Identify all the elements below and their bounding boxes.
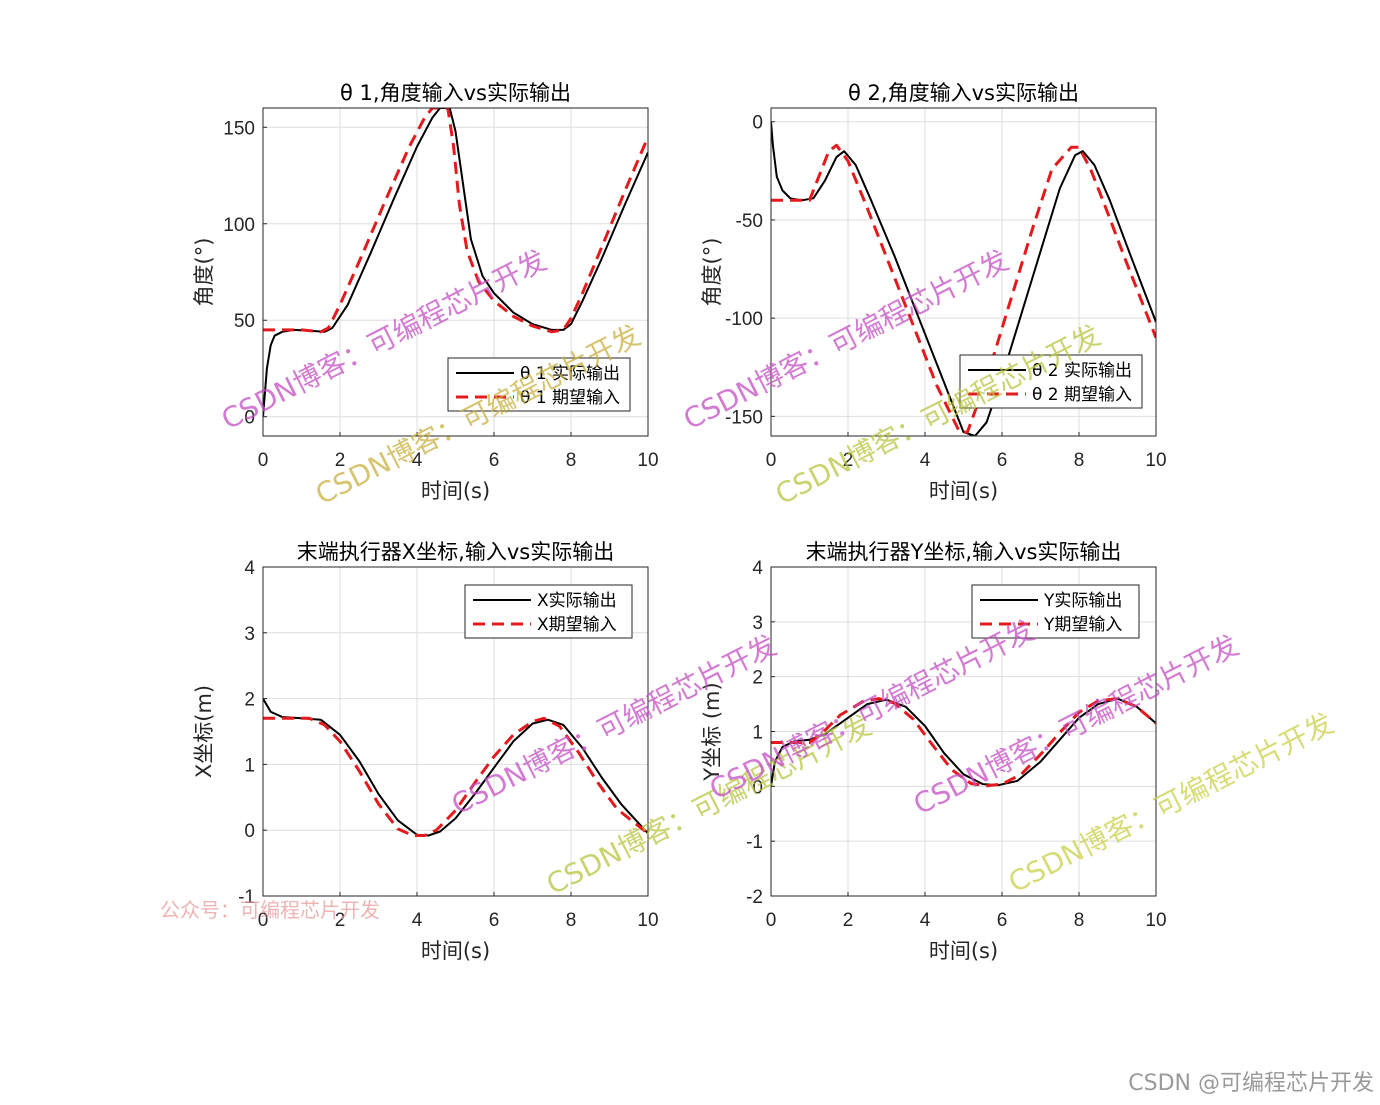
y-tick-label: 0 xyxy=(752,777,763,798)
y-tick-label: -1 xyxy=(238,887,255,908)
legend-box xyxy=(464,584,633,639)
x-axis-label: 时间(s) xyxy=(421,939,490,963)
y-tick-label: 3 xyxy=(244,624,255,645)
y-tick-label: -100 xyxy=(725,309,763,330)
y-tick-label: 3 xyxy=(752,613,763,634)
x-tick-label: 2 xyxy=(843,450,854,471)
legend: Y实际输出 Y期望输入 xyxy=(971,584,1140,639)
chart-title: 末端执行器X坐标,输入vs实际输出 xyxy=(297,540,614,564)
series-line-expected xyxy=(771,143,1156,434)
y-tick-label: -1 xyxy=(746,832,763,853)
y-tick-label: 1 xyxy=(244,755,255,776)
legend-label: Y实际输出 xyxy=(1043,591,1122,611)
y-tick-label: -150 xyxy=(725,407,763,428)
y-tick-label: 150 xyxy=(223,118,255,139)
y-axis-label: Y坐标 (m) xyxy=(700,682,724,781)
x-tick-label: 8 xyxy=(566,450,577,471)
series-line-actual xyxy=(771,697,1156,787)
y-tick-label: 100 xyxy=(223,215,255,236)
x-tick-label: 10 xyxy=(637,910,658,931)
legend-label: θ 2 实际输出 xyxy=(1032,361,1132,381)
legend-label: Y期望输入 xyxy=(1043,615,1122,635)
x-axis-label: 时间(s) xyxy=(929,479,998,503)
y-tick-label: -2 xyxy=(746,887,763,908)
y-tick-label: 50 xyxy=(234,311,255,332)
x-axis-label: 时间(s) xyxy=(421,479,490,503)
y-tick-label: 1 xyxy=(752,723,763,744)
series-line-expected xyxy=(263,108,648,334)
series-line-actual xyxy=(263,698,648,837)
chart-title: θ 1,角度输入vs实际输出 xyxy=(340,81,571,105)
legend: θ 1 实际输出 θ 1 期望输入 xyxy=(447,357,631,412)
series-line-expected xyxy=(263,716,648,837)
x-tick-label: 2 xyxy=(335,450,346,471)
x-tick-label: 6 xyxy=(997,910,1008,931)
chart-title: 末端执行器Y坐标,输入vs实际输出 xyxy=(806,540,1122,564)
y-tick-label: 4 xyxy=(752,558,763,579)
y-tick-label: 2 xyxy=(244,690,255,711)
y-tick-label: 0 xyxy=(244,821,255,842)
x-tick-label: 6 xyxy=(489,450,500,471)
y-axis-label: X坐标(m) xyxy=(192,685,216,778)
x-tick-label: 0 xyxy=(258,910,269,931)
legend-box xyxy=(959,354,1143,409)
legend: θ 2 实际输出 θ 2 期望输入 xyxy=(959,354,1143,409)
legend-label: θ 1 期望输入 xyxy=(520,388,620,408)
legend-label: θ 2 期望输入 xyxy=(1032,385,1132,405)
y-axis-label: 角度(°) xyxy=(192,238,216,307)
legend-label: X期望输入 xyxy=(537,615,617,635)
legend-label: X实际输出 xyxy=(537,591,617,611)
x-tick-label: 10 xyxy=(637,450,658,471)
x-tick-label: 4 xyxy=(412,910,423,931)
axes-box xyxy=(262,107,649,437)
x-tick-label: 6 xyxy=(997,450,1008,471)
footer-credit: CSDN @可编程芯片开发 xyxy=(1128,1071,1374,1096)
y-tick-label: 4 xyxy=(244,558,255,579)
y-tick-label: 0 xyxy=(244,408,255,429)
x-tick-label: 0 xyxy=(766,910,777,931)
x-tick-label: 2 xyxy=(843,910,854,931)
x-tick-label: 8 xyxy=(1074,910,1085,931)
x-tick-label: 4 xyxy=(920,450,931,471)
legend-label: θ 1 实际输出 xyxy=(520,364,620,384)
chart-title: θ 2,角度输入vs实际输出 xyxy=(848,81,1079,105)
watermark-text: 公众号：可编程芯片开发 xyxy=(160,898,380,922)
y-axis-label: 角度(°) xyxy=(700,238,724,307)
legend: X实际输出 X期望输入 xyxy=(464,584,633,639)
x-tick-label: 6 xyxy=(489,910,500,931)
legend-box xyxy=(971,584,1140,639)
x-tick-label: 4 xyxy=(412,450,423,471)
y-tick-label: -50 xyxy=(736,211,763,232)
x-tick-label: 10 xyxy=(1145,450,1166,471)
x-tick-label: 0 xyxy=(766,450,777,471)
x-tick-label: 10 xyxy=(1145,910,1166,931)
legend-box xyxy=(447,357,631,412)
x-tick-label: 0 xyxy=(258,450,269,471)
x-axis-label: 时间(s) xyxy=(929,939,998,963)
x-tick-label: 8 xyxy=(566,910,577,931)
subplot-3: 0 2 4 6 8 10-101234末端执行器X坐标,输入vs实际输出时间(s)X坐标(… xyxy=(192,540,659,963)
axes-box xyxy=(262,566,649,897)
axes-box xyxy=(770,107,1157,437)
y-tick-label: 2 xyxy=(752,668,763,689)
x-tick-label: 4 xyxy=(920,910,931,931)
y-tick-label: 0 xyxy=(752,113,763,134)
x-tick-label: 2 xyxy=(335,910,346,931)
x-tick-label: 8 xyxy=(1074,450,1085,471)
series-line-expected xyxy=(771,697,1156,788)
